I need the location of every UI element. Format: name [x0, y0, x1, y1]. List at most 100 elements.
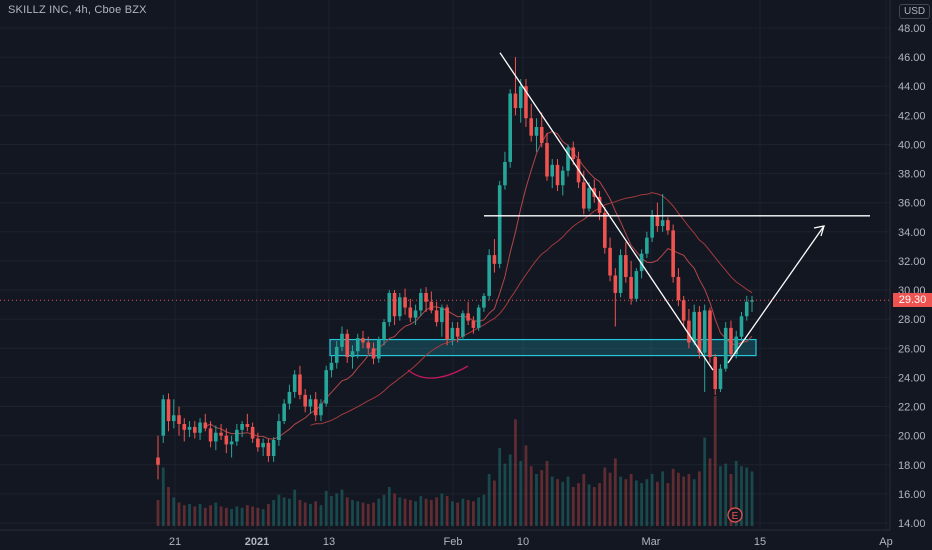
volume-bar	[188, 503, 191, 526]
candle-body	[545, 143, 549, 177]
volume-bar	[661, 471, 665, 526]
volume-bar	[266, 503, 270, 526]
candle-body	[681, 300, 686, 321]
volume-bar	[603, 467, 607, 526]
volume-bar	[372, 502, 375, 526]
volume-bar	[293, 489, 297, 526]
candle-body	[723, 327, 728, 369]
volume-bar	[487, 474, 491, 526]
candle-body	[587, 188, 591, 209]
volume-bar	[466, 500, 470, 526]
volume-bar	[414, 501, 417, 526]
volume-bar	[309, 503, 312, 526]
candle-body	[650, 215, 654, 238]
volume-bar	[161, 467, 165, 526]
candle-body	[634, 271, 639, 299]
candle-body	[292, 374, 297, 392]
candle-body	[503, 161, 507, 186]
candle-body	[319, 403, 323, 416]
candle-body	[471, 320, 476, 328]
volume-bar	[156, 500, 160, 526]
candle-body	[692, 311, 696, 343]
candle-body	[392, 292, 397, 317]
volume-bar	[424, 498, 428, 526]
volume-bar	[377, 498, 381, 526]
candle-body	[277, 421, 281, 441]
candle-body	[697, 311, 702, 353]
candle-body	[282, 403, 286, 422]
volume-bar	[514, 419, 517, 526]
volume-bar	[629, 474, 633, 526]
volume-bar	[545, 461, 549, 526]
volume-bar	[303, 502, 307, 526]
volume-bar	[482, 494, 486, 526]
candle-body	[387, 292, 392, 323]
volume-bar	[456, 502, 460, 526]
grid-lines	[0, 0, 890, 530]
candle-body	[324, 370, 329, 404]
price-tick-label: 42.00	[898, 110, 926, 122]
volume-bar	[650, 474, 654, 526]
volume-bar	[582, 474, 586, 526]
candle-body	[487, 255, 491, 296]
candle-body	[156, 457, 160, 465]
volume-bar	[508, 454, 512, 526]
volume-bar	[240, 507, 244, 526]
earnings-marker[interactable]: E	[727, 507, 743, 523]
volume-bar	[182, 505, 186, 526]
volume-bar	[351, 500, 354, 526]
volume-bar	[671, 468, 675, 526]
volume-bar	[619, 476, 622, 526]
volume-bar	[251, 506, 255, 526]
candle-body	[187, 426, 192, 430]
candle-body	[534, 127, 539, 136]
candle-body	[214, 432, 218, 442]
candle-body	[566, 147, 570, 171]
time-tick-label: Mar	[642, 536, 661, 548]
volume-bar	[419, 496, 423, 526]
volume-bar	[408, 500, 412, 526]
volume-bar	[450, 501, 454, 526]
time-tick-label: Feb	[444, 536, 463, 548]
price-tick-label: 24.00	[898, 372, 926, 384]
volume-bar	[692, 479, 696, 526]
earnings-marker-label: E	[732, 511, 739, 522]
candle-body	[655, 215, 660, 226]
volume-bar	[561, 481, 565, 526]
trend-drawings[interactable]	[407, 52, 870, 379]
volume-bar	[356, 501, 360, 526]
volume-bar	[687, 474, 691, 526]
volume-bar	[503, 463, 507, 526]
candle-body	[198, 422, 202, 433]
volume-bar	[398, 497, 402, 526]
volume-bar	[361, 502, 365, 526]
volume-bar	[708, 458, 712, 526]
volume-bar	[245, 505, 249, 526]
time-axis[interactable]: 21 2021 13 Feb 10 Mar 15 Ap	[0, 529, 893, 548]
candle-body	[382, 322, 386, 340]
candle-body	[508, 93, 512, 162]
volume-bar	[624, 479, 628, 526]
volume-bar	[288, 498, 291, 526]
volume-bar	[224, 507, 228, 526]
price-axis[interactable]: 14.00 16.00 18.00 20.00 22.00 24.00 26.00 28.00…	[889, 0, 932, 550]
currency-button[interactable]: USD	[899, 4, 931, 19]
candle-body	[266, 442, 271, 457]
candle-body	[445, 307, 449, 340]
volume-bar	[314, 501, 318, 526]
candle-body	[434, 310, 439, 323]
candle-body	[603, 212, 607, 248]
volume-bar	[167, 487, 170, 526]
volume-bar	[324, 490, 328, 526]
candle-body	[366, 342, 371, 349]
volume-bar	[682, 476, 686, 526]
candle-body	[371, 348, 376, 359]
candle-body	[208, 428, 213, 442]
volume-bar	[571, 487, 575, 526]
volume-bar	[740, 466, 743, 526]
candle-body	[161, 399, 166, 436]
volume-bar	[335, 493, 339, 526]
volume-bar	[640, 483, 644, 526]
support-zone[interactable]	[329, 338, 757, 357]
